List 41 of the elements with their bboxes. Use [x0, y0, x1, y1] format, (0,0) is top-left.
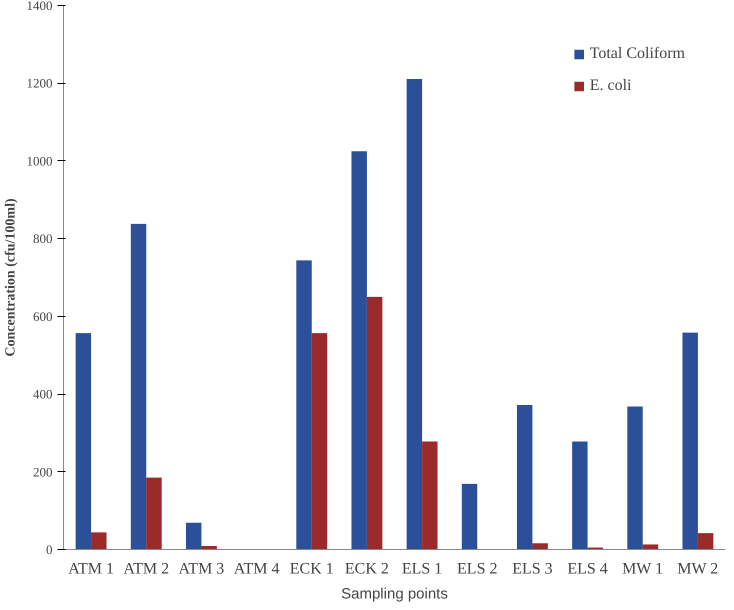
bar	[462, 484, 478, 550]
bar	[146, 478, 162, 550]
bar	[186, 522, 202, 550]
y-tick-label: 0	[46, 542, 52, 557]
bar	[366, 296, 382, 550]
y-tick-label: 600	[33, 308, 52, 324]
x-tick-label: ELS 3	[512, 560, 553, 578]
y-tick-label: 800	[33, 231, 52, 246]
legend-label: E. coli	[590, 77, 632, 95]
y-tick-label: 1400	[26, 0, 52, 13]
bar	[516, 404, 532, 550]
x-tick-label: ECK 2	[344, 560, 389, 578]
x-tick-label: MW 1	[622, 560, 664, 578]
x-tick-label: ELS 1	[402, 560, 442, 578]
bar	[351, 151, 367, 550]
x-tick-label: ATM 1	[68, 560, 114, 578]
y-axis-title: Concentration (cfu/100ml)	[4, 198, 18, 357]
bar	[406, 78, 422, 550]
bar	[130, 224, 146, 550]
bar	[296, 260, 312, 550]
legend-label: Total Coliform	[590, 45, 685, 63]
x-tick-label: MW 2	[677, 560, 718, 578]
bar	[682, 332, 698, 550]
bar	[572, 441, 588, 550]
y-tick-label: 1200	[26, 76, 52, 91]
x-tick-label: ELS 2	[457, 560, 498, 578]
y-tick-label: 200	[33, 464, 52, 480]
bar	[627, 406, 643, 550]
x-tick-label: ATM 3	[178, 560, 224, 578]
bar	[76, 333, 92, 550]
bar	[422, 441, 438, 550]
x-tick-label: ATM 4	[234, 560, 280, 578]
x-axis-title: Sampling points	[341, 586, 448, 602]
bar	[698, 533, 714, 550]
x-tick-label: ATM 2	[123, 560, 170, 578]
bar	[91, 532, 107, 550]
y-tick-label: 1000	[26, 153, 52, 168]
y-tick-label: 400	[33, 386, 52, 402]
bar	[312, 333, 328, 550]
x-tick-label: ECK 1	[290, 560, 334, 578]
x-tick-label: ELS 4	[567, 560, 608, 578]
